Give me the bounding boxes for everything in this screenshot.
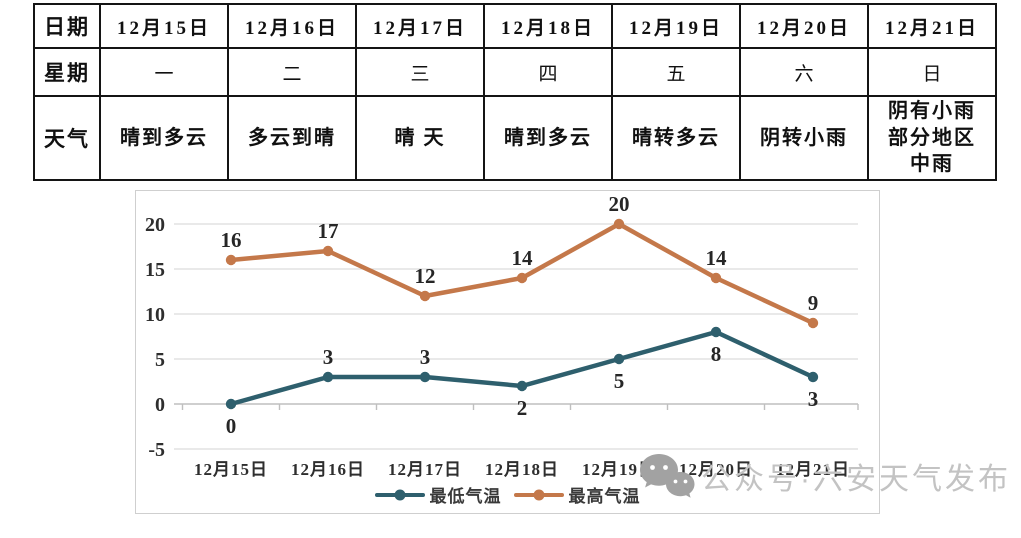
- row-header-weather: 天气: [33, 95, 101, 181]
- date-cell: 12月15日: [99, 3, 229, 49]
- x-axis-label: 12月18日: [485, 460, 559, 479]
- data-label: 14: [512, 246, 534, 270]
- data-point-marker: [322, 245, 334, 257]
- table-row-weekday: 星期 一 二 三 四 五 六 日: [33, 47, 997, 97]
- legend-line-marker: [513, 489, 564, 500]
- data-point-marker: [807, 371, 819, 383]
- y-axis-tick-label: 5: [155, 349, 165, 371]
- x-axis-label: 12月21日: [776, 460, 850, 479]
- weekday-cell: 四: [483, 47, 613, 97]
- date-cell: 12月21日: [867, 3, 997, 49]
- data-label: 9: [808, 291, 819, 315]
- data-point-marker: [710, 272, 722, 284]
- data-point-marker: [516, 380, 528, 392]
- weather-cell: 阴转小雨: [739, 95, 869, 181]
- weather-cell: 晴到多云: [99, 95, 229, 181]
- weekday-cell: 六: [739, 47, 869, 97]
- data-point-marker: [419, 290, 431, 302]
- data-label: 3: [808, 387, 819, 411]
- row-header-weekday: 星期: [33, 47, 101, 97]
- chart-legend: 最低气温 最高气温: [136, 482, 879, 507]
- x-axis-label: 12月17日: [388, 460, 462, 479]
- data-point-marker: [322, 371, 334, 383]
- data-label: 8: [711, 342, 722, 366]
- data-point-marker: [516, 272, 528, 284]
- legend-line-marker: [374, 489, 425, 500]
- data-label: 5: [614, 369, 625, 393]
- weekday-cell: 五: [611, 47, 741, 97]
- weather-cell: 晴到多云: [483, 95, 613, 181]
- data-point-marker: [613, 218, 625, 230]
- data-label: 14: [706, 246, 728, 270]
- weekday-cell: 一: [99, 47, 229, 97]
- y-axis-tick-label: 15: [145, 259, 165, 281]
- data-label: 3: [323, 345, 334, 369]
- data-point-marker: [225, 398, 237, 410]
- legend-item: 最低气温: [374, 482, 502, 507]
- date-cell: 12月18日: [483, 3, 613, 49]
- data-point-marker: [710, 326, 722, 338]
- x-axis-label: 12月20日: [679, 460, 753, 479]
- weather-cell: 阴有小雨 部分地区 中雨: [867, 95, 997, 181]
- data-label: 17: [318, 219, 339, 243]
- date-cell: 12月20日: [739, 3, 869, 49]
- weather-cell: 晴转多云: [611, 95, 741, 181]
- data-point-marker: [225, 254, 237, 266]
- weekday-cell: 日: [867, 47, 997, 97]
- x-axis-label: 12月16日: [291, 460, 365, 479]
- weather-cell: 晴 天: [355, 95, 485, 181]
- legend-dot: [533, 489, 544, 500]
- data-label: 3: [420, 345, 431, 369]
- data-point-marker: [807, 317, 819, 329]
- data-point-marker: [613, 353, 625, 365]
- x-axis-label: 12月19日: [582, 460, 656, 479]
- date-cell: 12月19日: [611, 3, 741, 49]
- weather-cell: 多云到晴: [227, 95, 357, 181]
- series-line: [228, 329, 816, 407]
- data-label: 16: [221, 228, 242, 252]
- legend-item: 最高气温: [513, 482, 641, 507]
- data-label: 12: [415, 264, 436, 288]
- y-axis-tick-label: 0: [155, 394, 165, 416]
- temperature-chart-container: 20 15 10 5 0 -5 12月15日 12月16日 12月17日 12月18日 12月19日…: [135, 190, 880, 514]
- table-row-date: 日期 12月15日 12月16日 12月17日 12月18日 12月19日 12…: [33, 3, 997, 49]
- y-axis-tick-label: 20: [145, 214, 165, 236]
- y-axis-tick-label: -5: [148, 439, 165, 461]
- table-row-weather: 天气 晴到多云 多云到晴 晴 天 晴到多云 晴转多云 阴转小雨 阴有小雨 部分地…: [33, 95, 997, 181]
- row-header-date: 日期: [33, 3, 101, 49]
- forecast-table: 日期 12月15日 12月16日 12月17日 12月18日 12月19日 12…: [33, 3, 997, 181]
- weekday-cell: 三: [355, 47, 485, 97]
- weekday-cell: 二: [227, 47, 357, 97]
- date-cell: 12月16日: [227, 3, 357, 49]
- data-label: 20: [609, 192, 630, 216]
- date-cell: 12月17日: [355, 3, 485, 49]
- legend-label: 最高气温: [568, 487, 641, 506]
- data-point-marker: [419, 371, 431, 383]
- data-label: 0: [226, 414, 237, 438]
- legend-label: 最低气温: [429, 487, 502, 506]
- x-axis-label: 12月15日: [194, 460, 268, 479]
- data-label: 2: [517, 396, 528, 420]
- legend-dot: [394, 489, 405, 500]
- y-axis-tick-label: 10: [145, 304, 165, 326]
